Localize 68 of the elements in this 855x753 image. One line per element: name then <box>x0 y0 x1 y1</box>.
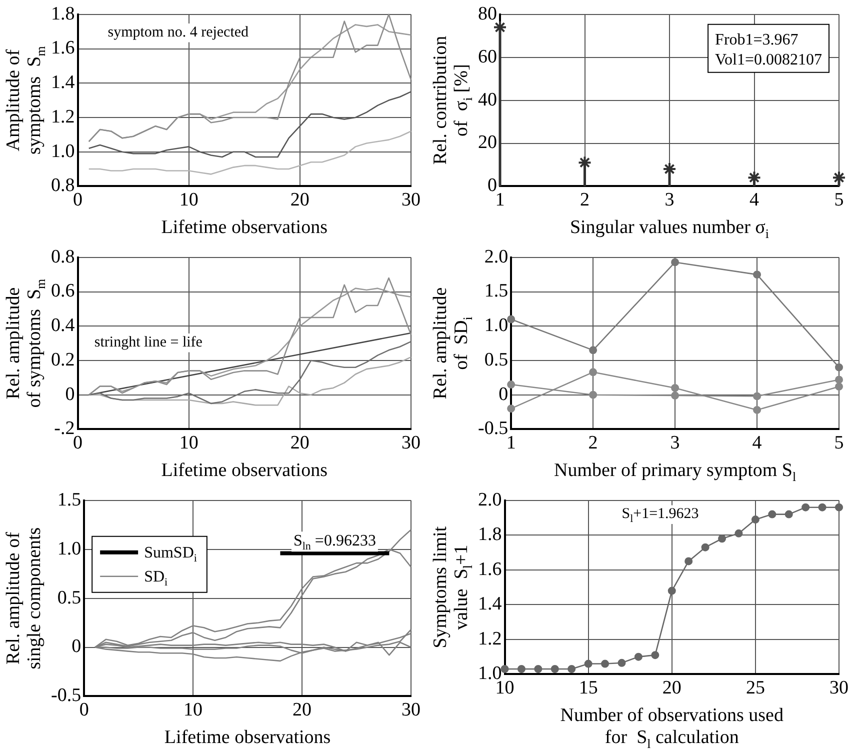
y-tick-label: 1.2 <box>51 106 75 128</box>
annotation: symptom no. 4 rejected <box>108 24 250 40</box>
x-tick-label: 4 <box>752 432 762 454</box>
y-tick-label: 20 <box>478 132 497 154</box>
x-tick-label: 20 <box>290 190 310 211</box>
x-tick-label: 30 <box>402 432 420 454</box>
y-tick-label: 1.0 <box>484 315 508 336</box>
y-axis-title: Rel. amplitude of single components <box>3 527 45 670</box>
y-tick-label: 0.8 <box>51 175 75 196</box>
y-tick-label: 0 <box>72 636 82 658</box>
y-tick-label: 2.0 <box>484 246 508 268</box>
y-tick-label: 1.5 <box>57 489 82 510</box>
y-tick-label: 0.4 <box>51 315 76 336</box>
x-tick-label: 25 <box>746 678 765 699</box>
x-tick-label: 30 <box>402 700 420 721</box>
y-tick-label: 0.6 <box>51 280 75 302</box>
y-tick-label: 0.2 <box>51 349 75 370</box>
y-tick-label: 0.5 <box>57 587 82 608</box>
y-tick-label: 1.5 <box>484 280 508 302</box>
y-tick-label: -0.5 <box>51 685 82 706</box>
x-tick-label: 30 <box>830 678 848 699</box>
y-tick-label: 1.2 <box>478 628 502 650</box>
x-tick-label: 20 <box>290 432 310 454</box>
y-tick-label: 1.4 <box>51 72 76 94</box>
x-tick-label: 20 <box>292 700 312 721</box>
y-tick-label: 0.5 <box>484 349 508 370</box>
y-tick-label: 1.0 <box>51 140 75 162</box>
y-tick-label: 1.6 <box>478 558 502 580</box>
y-axis-title: Symptoms limit value Sl+1 <box>430 526 475 648</box>
y-tick-label: 1.4 <box>478 594 502 615</box>
annotation: Vol1=0.0082107 <box>715 51 822 68</box>
x-tick-label: 5 <box>834 432 844 454</box>
x-tick-label: 4 <box>750 190 760 211</box>
y-axis-title: Rel. contribution of σi [%] <box>430 35 475 165</box>
y-tick-label: 80 <box>478 3 497 24</box>
y-tick-label: 0 <box>498 384 508 405</box>
x-tick-label: 3 <box>670 432 680 454</box>
y-tick-label: 60 <box>478 46 497 68</box>
x-tick-label: 10 <box>179 432 198 454</box>
y-tick-label: 0 <box>65 384 75 405</box>
y-tick-label: 2.0 <box>478 489 502 510</box>
x-tick-label: 3 <box>664 190 674 211</box>
y-tick-label: 1.0 <box>57 538 82 560</box>
x-tick-label: 5 <box>834 190 844 211</box>
y-axis-title: Rel. amplitude of symptoms Sm <box>3 278 48 408</box>
x-tick-label: 10 <box>179 190 198 211</box>
x-tick-label: 2 <box>588 432 598 454</box>
y-tick-label: 1.6 <box>51 38 75 59</box>
y-tick-label: 1.8 <box>51 3 75 24</box>
y-tick-label: 0.8 <box>51 246 75 268</box>
x-tick-label: 1 <box>495 190 505 211</box>
x-axis-title: Lifetime observations <box>161 460 328 481</box>
x-tick-label: 15 <box>578 678 598 699</box>
y-tick-label: 1.8 <box>478 524 502 546</box>
y-axis-title: Rel. amplitude of SDi <box>430 287 475 400</box>
y-tick-label: 0 <box>488 175 497 196</box>
x-tick-label: 10 <box>184 700 203 721</box>
x-tick-label: 20 <box>662 678 682 699</box>
annotation: stringht line = life <box>94 334 203 350</box>
x-axis-title: Lifetime observations <box>164 727 331 748</box>
x-tick-label: 2 <box>580 190 590 211</box>
x-tick-label: 30 <box>402 190 420 211</box>
y-tick-label: -0.5 <box>478 418 508 440</box>
x-tick-label: 1 <box>506 432 516 454</box>
y-tick-label: -.2 <box>54 418 75 440</box>
y-tick-label: 40 <box>478 89 497 110</box>
x-axis-title: Lifetime observations <box>161 217 328 238</box>
annotation: Frob1=3.967 <box>715 31 798 48</box>
